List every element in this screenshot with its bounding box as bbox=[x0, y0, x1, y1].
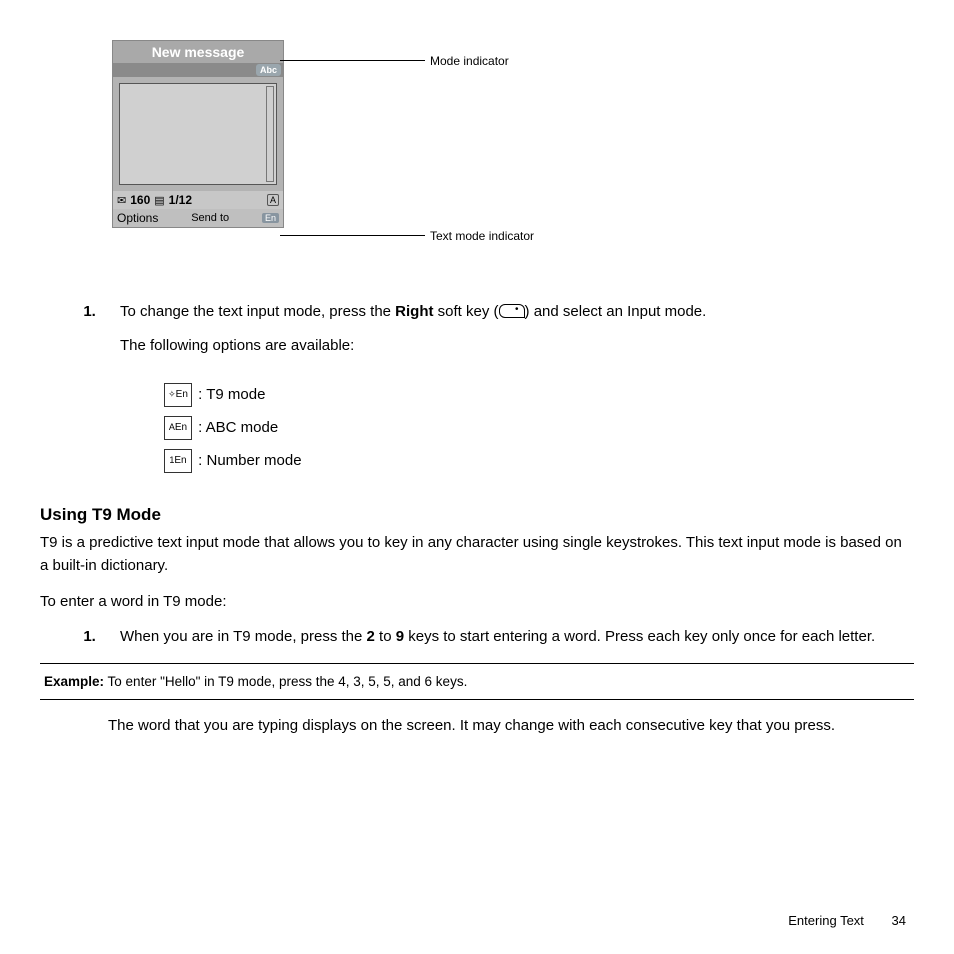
step1-sub: The following options are available: bbox=[120, 334, 914, 358]
example-label: Example: bbox=[44, 674, 104, 689]
option-t9: ✧En : T9 mode bbox=[164, 378, 914, 411]
footer-section: Entering Text bbox=[788, 913, 864, 928]
step1-bold: Right bbox=[395, 303, 433, 320]
page-footer: Entering Text 34 bbox=[788, 913, 906, 928]
example-text: To enter "Hello" in T9 mode, press the 4… bbox=[104, 674, 467, 689]
t9-mode-icon: ✧En bbox=[164, 383, 192, 407]
number-label: : Number mode bbox=[194, 452, 302, 469]
inner-a: When you are in T9 mode, press the bbox=[120, 628, 367, 645]
paragraph-t9-intro: T9 is a predictive text input mode that … bbox=[40, 531, 914, 578]
caps-indicator-icon: A bbox=[267, 194, 279, 206]
step-1: To change the text input mode, press the… bbox=[100, 300, 914, 358]
mode-options: ✧En : T9 mode AEn : ABC mode 1En : Numbe… bbox=[164, 378, 914, 477]
step1-text-b: soft key ( bbox=[434, 303, 499, 320]
callout-mode-indicator: Mode indicator bbox=[430, 54, 509, 68]
softkey-row: Options Send to En bbox=[113, 209, 283, 227]
t9-label: : T9 mode bbox=[194, 386, 265, 403]
phone-title-bar: New message bbox=[113, 41, 283, 63]
page-icon: ▤ bbox=[154, 194, 164, 207]
inner-step-1: When you are in T9 mode, press the 2 to … bbox=[100, 625, 914, 649]
paragraph-enter-word: To enter a word in T9 mode: bbox=[40, 590, 914, 613]
char-count: 160 bbox=[130, 193, 150, 207]
status-row: ✉ 160 ▤ 1/12 A bbox=[113, 191, 283, 209]
abc-label: : ABC mode bbox=[194, 419, 278, 436]
option-number: 1En : Number mode bbox=[164, 444, 914, 477]
envelope-icon: ✉ bbox=[117, 194, 126, 207]
left-softkey: Options bbox=[117, 211, 158, 225]
phone-mode-row: Abc bbox=[113, 63, 283, 77]
abc-mode-icon: AEn bbox=[164, 416, 192, 440]
phone-body bbox=[113, 77, 283, 191]
callout-line-textmode bbox=[280, 235, 425, 236]
number-mode-icon: 1En bbox=[164, 449, 192, 473]
center-softkey: Send to bbox=[191, 212, 229, 224]
inner-c: keys to start entering a word. Press eac… bbox=[404, 628, 875, 645]
phone-mock: New message Abc ✉ 160 ▤ 1/12 A Options S… bbox=[112, 40, 284, 228]
callout-text-mode-indicator: Text mode indicator bbox=[430, 229, 534, 243]
paragraph-typing: The word that you are typing displays on… bbox=[108, 714, 914, 737]
option-abc: AEn : ABC mode bbox=[164, 411, 914, 444]
step1-text-c: ) and select an Input mode. bbox=[525, 303, 707, 320]
softkey-icon bbox=[499, 304, 525, 318]
inner-step-list: When you are in T9 mode, press the 2 to … bbox=[40, 625, 914, 649]
section-heading: Using T9 Mode bbox=[40, 505, 914, 525]
step1-text-a: To change the text input mode, press the bbox=[120, 303, 395, 320]
inner-b: to bbox=[375, 628, 396, 645]
page-counter: 1/12 bbox=[169, 193, 192, 207]
mode-indicator-badge: Abc bbox=[256, 64, 281, 76]
example-box: Example: To enter "Hello" in T9 mode, pr… bbox=[40, 663, 914, 700]
inner-b1: 2 bbox=[367, 628, 375, 645]
message-textarea bbox=[119, 83, 277, 185]
step-list: To change the text input mode, press the… bbox=[40, 300, 914, 358]
callout-line-mode bbox=[280, 60, 425, 61]
text-mode-indicator-badge: En bbox=[262, 213, 279, 223]
footer-page-number: 34 bbox=[892, 913, 906, 928]
phone-diagram: New message Abc ✉ 160 ▤ 1/12 A Options S… bbox=[112, 40, 914, 250]
inner-b2: 9 bbox=[396, 628, 404, 645]
